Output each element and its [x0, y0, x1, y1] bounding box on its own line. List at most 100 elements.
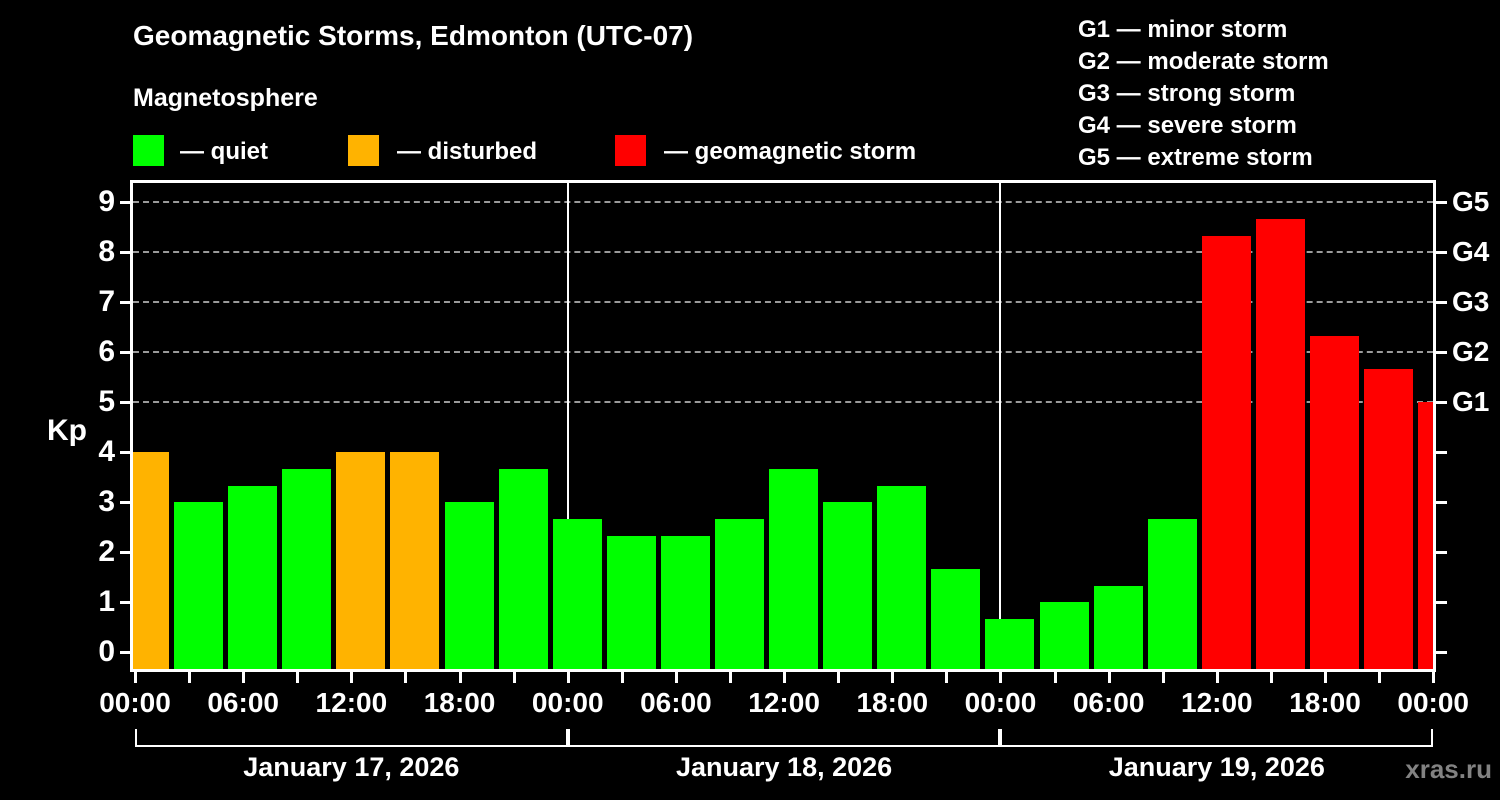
- date-label: January 19, 2026: [1108, 752, 1325, 782]
- date-bracket-end: [998, 729, 1001, 747]
- date-bracket-line: [137, 745, 566, 747]
- x-axis-tick: [1378, 670, 1382, 683]
- kp-bar: [133, 452, 169, 669]
- plot-area: [133, 183, 1433, 669]
- x-tick-label: 12:00: [748, 687, 820, 718]
- x-tick-label: 12:00: [315, 687, 388, 718]
- g-axis-tick: [1434, 651, 1447, 654]
- y-axis-tick: [120, 401, 133, 404]
- kp-bar: [552, 518, 602, 669]
- kp-bar: [336, 452, 386, 669]
- y-tick-label: 9: [98, 185, 115, 218]
- y-axis-tick: [120, 601, 133, 604]
- x-axis-tick: [1161, 670, 1165, 683]
- page-title: Geomagnetic Storms, Edmonton (UTC-07): [133, 20, 694, 51]
- x-tick-label: 00:00: [99, 687, 171, 718]
- plot-border: [130, 180, 1436, 672]
- kp-bar: [1418, 402, 1433, 669]
- x-axis-tick: [620, 670, 624, 683]
- x-axis-tick: [188, 670, 192, 683]
- date-bracket-end: [567, 729, 570, 747]
- y-axis-tick: [120, 251, 133, 254]
- g-scale-label: G5: [1452, 186, 1490, 217]
- y-tick-label: 6: [98, 335, 115, 368]
- x-axis-tick: [242, 670, 246, 683]
- g4-legend-line: G4 — severe storm: [1078, 112, 1297, 139]
- g-axis-tick: [1434, 501, 1447, 504]
- gridline-kp5: [133, 401, 1433, 403]
- x-axis-tick: [350, 670, 354, 683]
- x-axis-tick: [1323, 670, 1327, 683]
- day-divider-line: [566, 183, 569, 669]
- kp-bar: [390, 452, 440, 669]
- kp-bar: [714, 518, 764, 669]
- kp-bar: [823, 502, 873, 669]
- y-axis-title: Kp: [47, 414, 87, 447]
- date-bracket-end: [135, 729, 137, 747]
- x-axis-tick: [837, 670, 841, 683]
- y-axis-tick: [120, 201, 133, 204]
- gridline-kp7: [133, 301, 1433, 303]
- date-label: January 18, 2026: [676, 752, 893, 782]
- x-axis-tick: [945, 670, 949, 683]
- y-tick-label: 2: [98, 535, 115, 568]
- x-axis-tick: [728, 670, 732, 683]
- x-axis-tick: [674, 670, 678, 683]
- g2-legend-line: G2 — moderate storm: [1078, 48, 1329, 75]
- x-axis-tick: [1215, 670, 1219, 683]
- kp-bar: [769, 468, 819, 669]
- y-tick-label: 7: [98, 285, 115, 318]
- y-tick-label: 1: [98, 585, 115, 618]
- g-axis-tick: [1434, 201, 1447, 204]
- x-axis-tick: [458, 670, 462, 683]
- x-axis-tick: [1432, 670, 1436, 683]
- date-bracket-end: [1000, 729, 1003, 747]
- g-axis-tick: [1434, 451, 1447, 454]
- x-axis-tick: [404, 670, 408, 683]
- storm-legend-label: — geomagnetic storm: [664, 138, 917, 165]
- watermark-link[interactable]: xras.ru: [1405, 754, 1492, 784]
- x-tick-label: 06:00: [207, 687, 279, 718]
- date-bracket-line: [1002, 745, 1432, 747]
- x-tick-label: 18:00: [856, 687, 929, 718]
- x-tick-label: 00:00: [1397, 687, 1470, 718]
- kp-bar: [1147, 518, 1197, 669]
- g-axis-tick: [1434, 601, 1447, 604]
- kp-bar: [985, 618, 1035, 669]
- kp-bar: [1255, 218, 1305, 669]
- x-tick-label: 00:00: [531, 687, 604, 718]
- disturbed-legend-swatch: [348, 135, 379, 166]
- x-tick-label: 06:00: [640, 687, 712, 718]
- x-tick-label: 18:00: [1289, 687, 1361, 718]
- kp-bar: [660, 535, 710, 669]
- kp-bar: [1364, 368, 1414, 669]
- g3-legend-line: G3 — strong storm: [1078, 80, 1296, 107]
- date-label: January 17, 2026: [243, 752, 460, 782]
- g-scale-label: G4: [1452, 236, 1490, 267]
- x-axis-tick: [1107, 670, 1111, 683]
- y-axis-tick: [120, 651, 133, 654]
- g-axis-tick: [1434, 401, 1447, 404]
- storm-legend-swatch: [615, 135, 646, 166]
- x-axis-tick: [783, 670, 787, 683]
- gridline-kp9: [133, 201, 1433, 203]
- g1-legend-line: G1 — minor storm: [1078, 16, 1288, 43]
- y-axis-tick: [120, 301, 133, 304]
- kp-bar: [606, 535, 656, 669]
- date-bracket-end: [1431, 729, 1434, 747]
- y-axis-tick: [120, 501, 133, 504]
- gridline-kp6: [133, 351, 1433, 353]
- y-axis-tick: [120, 551, 133, 554]
- y-tick-label: 5: [98, 385, 115, 418]
- kp-bar: [282, 468, 332, 669]
- x-axis-tick: [891, 670, 895, 683]
- g-axis-tick: [1434, 551, 1447, 554]
- kp-bar: [1093, 585, 1143, 669]
- x-tick-label: 06:00: [1072, 687, 1145, 718]
- x-axis-tick: [1053, 670, 1057, 683]
- kp-bar: [1201, 235, 1251, 669]
- y-axis-tick: [120, 351, 133, 354]
- y-axis-tick: [120, 451, 133, 454]
- kp-bar: [444, 502, 494, 669]
- kp-bar: [931, 568, 981, 669]
